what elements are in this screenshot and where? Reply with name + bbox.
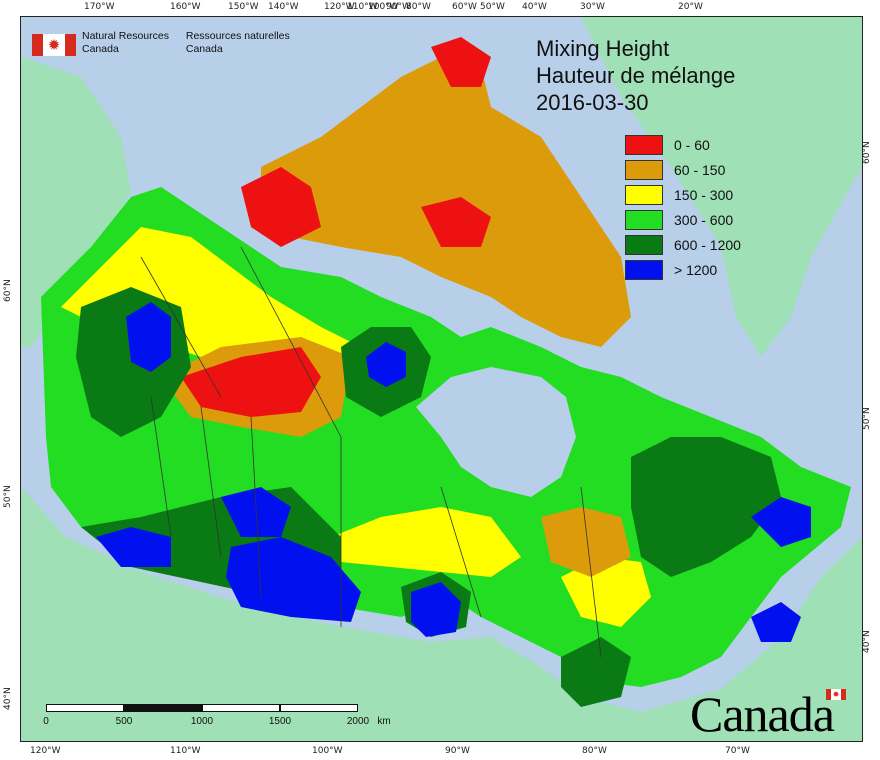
bottom-tick: 100°W bbox=[312, 746, 343, 756]
top-tick: 60°W bbox=[452, 2, 477, 12]
legend-label: 150 - 300 bbox=[674, 186, 734, 203]
legend-swatch bbox=[625, 134, 663, 155]
bottom-tick: 120°W bbox=[30, 746, 61, 756]
top-tick: 170°W bbox=[84, 2, 115, 12]
legend-label: 300 - 600 bbox=[674, 211, 734, 228]
top-tick: 30°W bbox=[580, 2, 605, 12]
scale-segment bbox=[280, 704, 358, 712]
logo-en-line1: Natural Resources bbox=[82, 30, 169, 42]
band-over-1200-manitoba bbox=[226, 537, 361, 622]
left-tick: 40°N bbox=[3, 687, 13, 710]
usa-land bbox=[21, 487, 862, 741]
greenland-land bbox=[581, 17, 862, 357]
band-0-60-north bbox=[181, 347, 321, 417]
top-tick: 80°W bbox=[406, 2, 431, 12]
top-tick: 90°W bbox=[386, 2, 411, 12]
band-60-150-east bbox=[541, 507, 631, 577]
scale-label: 1000 bbox=[190, 716, 214, 727]
band-0-60-arctic-b bbox=[431, 37, 491, 87]
canada-flag-icon: ✹ bbox=[32, 34, 76, 56]
scale-label: 2000 bbox=[346, 716, 370, 727]
nrcan-logo: ✹ Natural Resources Canada Ressources na… bbox=[32, 30, 304, 56]
map-canvas[interactable] bbox=[21, 17, 862, 741]
top-tick: 120°W bbox=[324, 2, 355, 12]
logo-en-line2: Canada bbox=[82, 43, 119, 55]
top-tick: 40°W bbox=[522, 2, 547, 12]
band-600-1200-quebec bbox=[631, 437, 781, 577]
band-over-1200-north-central bbox=[366, 342, 406, 387]
scale-segment bbox=[202, 704, 280, 712]
hudson-bay bbox=[416, 367, 576, 497]
top-tick: 100°W bbox=[368, 2, 399, 12]
scale-segment bbox=[124, 704, 202, 712]
alaska-land bbox=[21, 57, 131, 347]
logo-fr-line2: Canada bbox=[185, 43, 223, 55]
band-over-1200-ontario bbox=[411, 582, 461, 637]
band-over-1200-prairies bbox=[96, 527, 171, 567]
top-tick: 150°W bbox=[228, 2, 259, 12]
band-0-60-arctic-a bbox=[241, 167, 321, 247]
left-tick: 50°N bbox=[3, 485, 13, 508]
province-boundaries bbox=[140, 246, 602, 658]
right-tick: 50°N bbox=[862, 407, 872, 430]
map-frame bbox=[20, 16, 863, 742]
band-150-300-east bbox=[561, 557, 651, 627]
left-tick: 60°N bbox=[3, 279, 13, 302]
scale-label: 1500 bbox=[268, 716, 292, 727]
legend-item: 0 - 60 bbox=[625, 132, 741, 157]
map-title: Mixing Height Hauteur de mélange 2016-03… bbox=[536, 35, 735, 116]
top-tick: 50°W bbox=[480, 2, 505, 12]
legend-item: 600 - 1200 bbox=[625, 232, 741, 257]
top-tick: 110°W bbox=[347, 2, 378, 12]
canada-wordmark: Canada bbox=[690, 686, 835, 742]
top-tick: 160°W bbox=[170, 2, 201, 12]
legend-item: 300 - 600 bbox=[625, 207, 741, 232]
legend-swatch bbox=[625, 159, 663, 180]
title-en: Mixing Height bbox=[536, 36, 670, 61]
top-tick: 20°W bbox=[678, 2, 703, 12]
right-tick: 40°N bbox=[862, 630, 872, 653]
legend-label: 60 - 150 bbox=[674, 161, 726, 178]
title-date: 2016-03-30 bbox=[536, 90, 649, 115]
legend-swatch bbox=[625, 259, 663, 280]
wordmark-flag-icon: ✹ bbox=[826, 689, 846, 700]
band-600-1200-southeast bbox=[561, 637, 631, 707]
legend-item: > 1200 bbox=[625, 257, 741, 282]
legend-item: 60 - 150 bbox=[625, 157, 741, 182]
scale-label: 500 bbox=[115, 716, 133, 727]
bottom-tick: 70°W bbox=[725, 746, 750, 756]
right-tick: 60°N bbox=[862, 141, 872, 164]
legend-label: 600 - 1200 bbox=[674, 236, 741, 253]
legend-swatch bbox=[625, 184, 663, 205]
band-0-60-arctic-c bbox=[421, 197, 491, 247]
top-tick: 140°W bbox=[268, 2, 299, 12]
scale-label: 0 bbox=[43, 716, 49, 727]
bottom-tick: 110°W bbox=[170, 746, 201, 756]
band-over-1200-west bbox=[126, 302, 171, 372]
legend-label: > 1200 bbox=[674, 261, 718, 278]
legend-item: 150 - 300 bbox=[625, 182, 741, 207]
legend-label: 0 - 60 bbox=[674, 136, 710, 153]
logo-fr-line1: Ressources naturelles bbox=[185, 30, 290, 42]
band-over-1200-maritimes bbox=[751, 602, 801, 642]
legend: 0 - 60 60 - 150 150 - 300 300 - 600 600 … bbox=[625, 132, 741, 282]
band-over-1200-east bbox=[751, 497, 811, 547]
band-150-300-central bbox=[331, 507, 521, 577]
scale-unit: km bbox=[377, 716, 391, 727]
title-fr: Hauteur de mélange bbox=[536, 63, 736, 88]
scale-segment bbox=[46, 704, 124, 712]
legend-swatch bbox=[625, 209, 663, 230]
bottom-tick: 90°W bbox=[445, 746, 470, 756]
bottom-tick: 80°W bbox=[582, 746, 607, 756]
legend-swatch bbox=[625, 234, 663, 255]
